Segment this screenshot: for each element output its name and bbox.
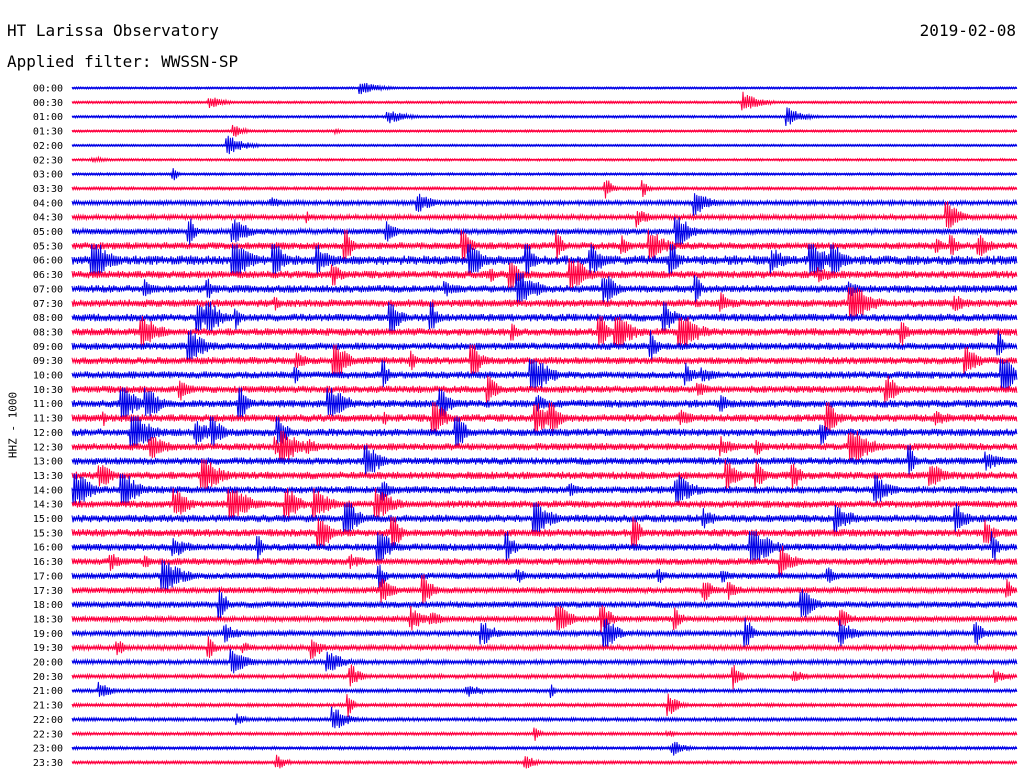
time-tick-label: 14:30 [33, 500, 63, 511]
time-tick-label: 07:30 [33, 299, 63, 310]
time-tick-label: 17:30 [33, 586, 63, 597]
seismic-trace-2200 [71, 706, 1018, 729]
time-tick-label: 15:30 [33, 528, 63, 539]
seismic-trace-0430 [71, 201, 1018, 229]
tick-label-group: 00:00 00:30 01:00 01:30 02:00 02:30 03:00 03:30… [33, 84, 63, 769]
seismic-trace-2000 [71, 648, 1018, 674]
time-tick-label: 23:30 [33, 758, 63, 769]
time-tick-label: 00:00 [33, 84, 63, 95]
time-tick-label: 19:30 [33, 643, 63, 654]
time-tick-label: 10:00 [33, 371, 63, 382]
time-tick-label: 03:30 [33, 184, 63, 195]
time-tick-label: 13:30 [33, 471, 63, 482]
time-tick-label: 18:00 [33, 600, 63, 611]
time-tick-label: 12:00 [33, 428, 63, 439]
time-tick-label: 22:00 [33, 715, 63, 726]
time-tick-label: 20:00 [33, 658, 63, 669]
time-tick-label: 12:30 [33, 442, 63, 453]
time-tick-label: 15:00 [33, 514, 63, 525]
time-tick-label: 18:30 [33, 614, 63, 625]
time-tick-label: 05:30 [33, 241, 63, 252]
time-tick-label: 10:30 [33, 385, 63, 396]
time-tick-label: 05:00 [33, 227, 63, 238]
time-tick-label: 21:30 [33, 701, 63, 712]
time-tick-label: 04:30 [33, 213, 63, 224]
time-tick-label: 01:00 [33, 112, 63, 123]
seismic-trace-0530 [71, 229, 1018, 262]
time-tick-label: 01:30 [33, 127, 63, 138]
time-tick-label: 08:30 [33, 327, 63, 338]
time-tick-label: 09:30 [33, 356, 63, 367]
time-tick-label: 16:30 [33, 557, 63, 568]
time-tick-label: 07:00 [33, 284, 63, 295]
seismic-trace-0030 [71, 91, 1018, 111]
time-tick-label: 02:00 [33, 141, 63, 152]
time-tick-label: 09:00 [33, 342, 63, 353]
time-tick-label: 11:30 [33, 414, 63, 425]
time-tick-label: 00:30 [33, 98, 63, 109]
time-tick-label: 04:00 [33, 198, 63, 209]
time-tick-label: 16:00 [33, 543, 63, 554]
time-tick-label: 11:00 [33, 399, 63, 410]
time-tick-label: 23:00 [33, 744, 63, 755]
seismic-trace-0330 [71, 180, 1018, 199]
seismic-trace-1500 [71, 502, 1018, 535]
time-tick-label: 22:30 [33, 729, 63, 740]
record-date: 2019-02-08 [919, 21, 1016, 40]
time-tick-label: 19:00 [33, 629, 63, 640]
time-tick-label: 13:00 [33, 457, 63, 468]
time-tick-label: 02:30 [33, 155, 63, 166]
time-tick-label: 17:00 [33, 571, 63, 582]
filter-label: Applied filter: WWSSN-SP [7, 52, 239, 71]
time-tick-label: 20:30 [33, 672, 63, 683]
time-tick-label: 21:00 [33, 686, 63, 697]
observatory-title: HT Larissa Observatory [7, 21, 219, 40]
trace-group [71, 82, 1018, 769]
seismic-trace-1130 [71, 402, 1018, 435]
time-tick-label: 06:00 [33, 256, 63, 267]
seismic-trace-0400 [71, 193, 1018, 216]
time-tick-label: 14:00 [33, 485, 63, 496]
time-tick-label: 03:00 [33, 170, 63, 181]
time-tick-label: 08:00 [33, 313, 63, 324]
time-tick-label: 06:30 [33, 270, 63, 281]
